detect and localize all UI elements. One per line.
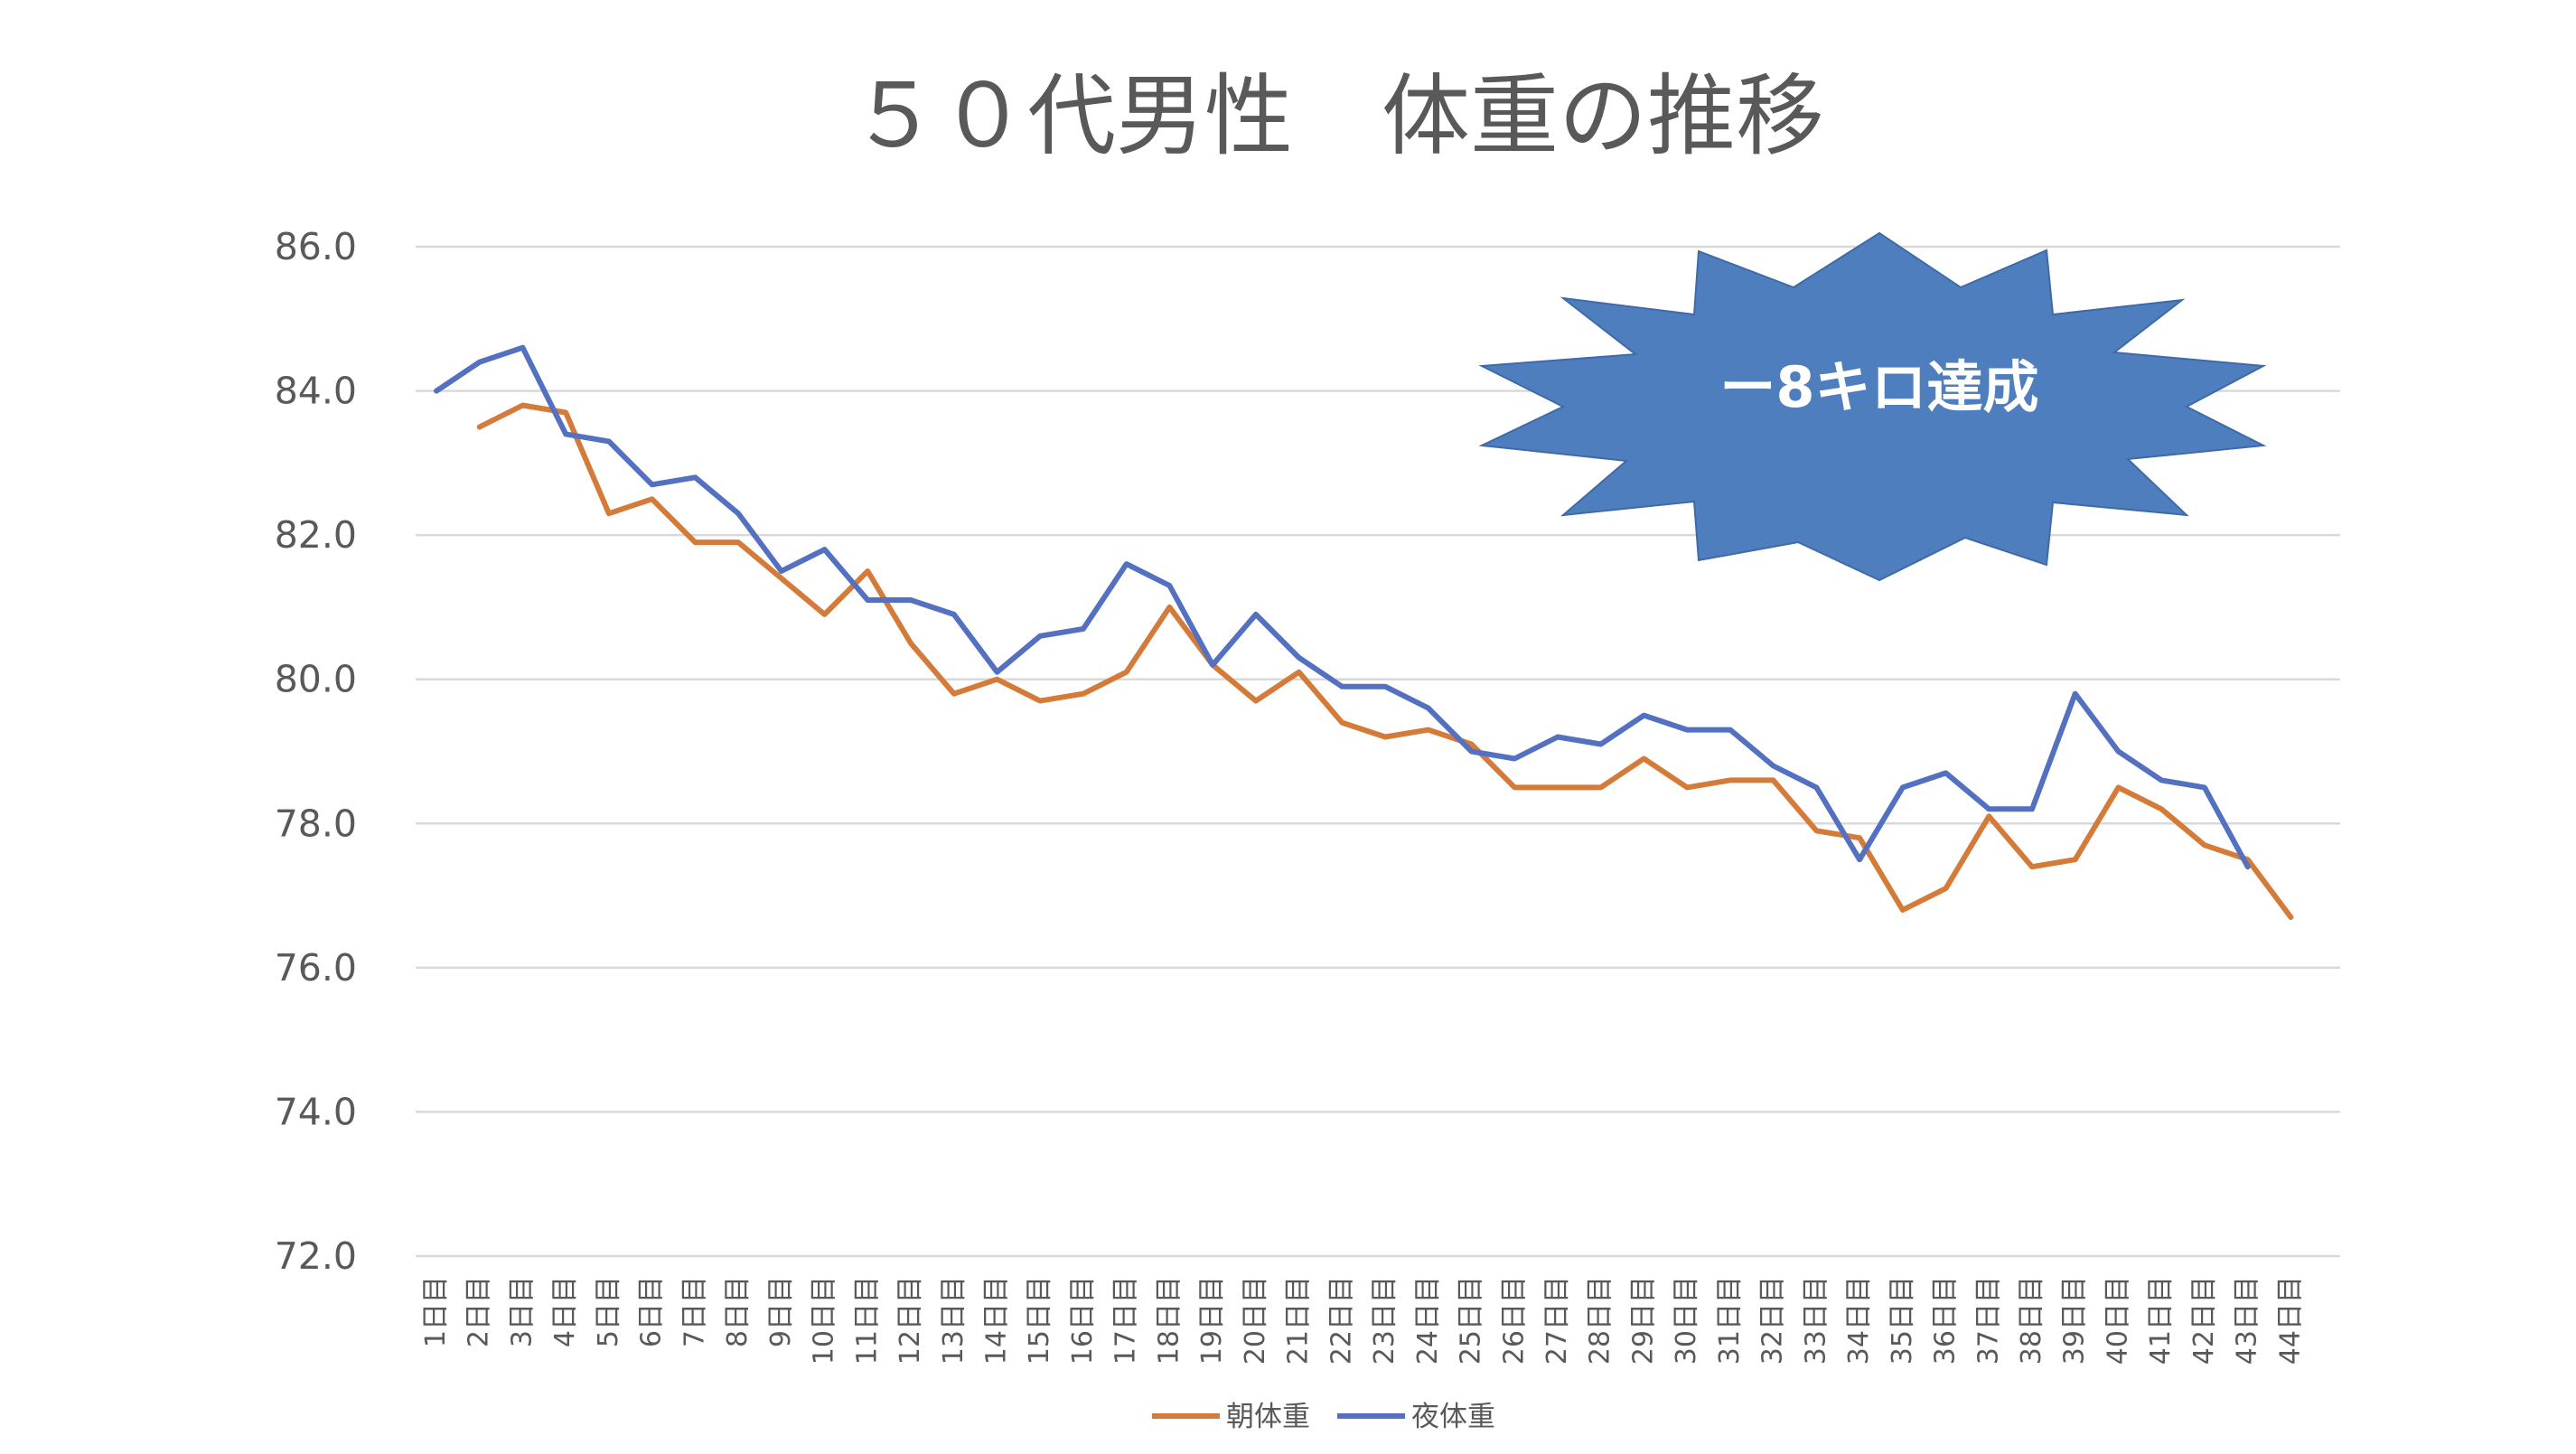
y-tick-label: 80.0 — [275, 658, 357, 701]
x-tick-label: 42日目 — [2188, 1276, 2220, 1365]
x-tick-label: 20日目 — [1240, 1276, 1271, 1365]
chart-title: ５０代男性 体重の推移 — [850, 65, 1824, 168]
x-tick-label: 10日目 — [809, 1276, 840, 1365]
y-tick-label: 72.0 — [275, 1234, 357, 1278]
x-tick-label: 40日目 — [2102, 1276, 2133, 1365]
x-tick-label: 9日目 — [765, 1276, 797, 1347]
x-tick-label: 7日目 — [679, 1276, 710, 1347]
x-tick-label: 34日目 — [1843, 1276, 1875, 1365]
x-tick-label: 27日目 — [1541, 1276, 1573, 1365]
x-tick-label: 16日目 — [1067, 1276, 1099, 1365]
y-tick-label: 78.0 — [275, 802, 357, 845]
x-axis: 1日目 2日目 3日目 4日目 5日目 6日目 7日目 8日目 9日目 10日目 11日目 12日目 1… — [420, 1276, 2306, 1365]
x-tick-label: 26日目 — [1498, 1276, 1530, 1365]
x-tick-label: 11日目 — [851, 1276, 883, 1365]
x-tick-label: 43日目 — [2232, 1276, 2263, 1365]
x-tick-label: 33日目 — [1800, 1276, 1831, 1365]
x-tick-label: 18日目 — [1153, 1276, 1185, 1365]
y-tick-label: 76.0 — [275, 946, 357, 990]
x-tick-label: 5日目 — [593, 1276, 624, 1347]
x-tick-label: 30日目 — [1671, 1276, 1702, 1365]
x-tick-label: 1日目 — [420, 1276, 452, 1347]
x-tick-label: 25日目 — [1456, 1276, 1487, 1365]
x-tick-label: 19日目 — [1196, 1276, 1228, 1365]
x-tick-label: 8日目 — [722, 1276, 754, 1347]
x-tick-label: 24日目 — [1412, 1276, 1444, 1365]
legend-label: 朝体重 — [1226, 1401, 1310, 1433]
x-tick-label: 41日目 — [2145, 1276, 2177, 1365]
x-tick-label: 36日目 — [1930, 1276, 1962, 1365]
x-tick-label: 31日目 — [1714, 1276, 1746, 1365]
x-tick-label: 13日目 — [938, 1276, 970, 1365]
x-tick-label: 28日目 — [1585, 1276, 1616, 1365]
y-tick-label: 82.0 — [275, 513, 357, 557]
x-tick-label: 2日目 — [464, 1276, 495, 1347]
x-tick-label: 39日目 — [2059, 1276, 2091, 1365]
x-tick-label: 12日目 — [895, 1276, 926, 1365]
x-tick-label: 17日目 — [1110, 1276, 1142, 1365]
x-tick-label: 38日目 — [2016, 1276, 2047, 1365]
x-tick-label: 14日目 — [980, 1276, 1012, 1365]
x-tick-label: 29日目 — [1627, 1276, 1659, 1365]
annotation-burst: ー8キロ達成 — [1482, 233, 2263, 580]
x-tick-label: 21日目 — [1283, 1276, 1315, 1365]
x-tick-label: 32日目 — [1757, 1276, 1789, 1365]
y-tick-label: 74.0 — [275, 1090, 357, 1133]
legend-label: 夜体重 — [1411, 1401, 1495, 1433]
x-tick-label: 15日目 — [1024, 1276, 1055, 1365]
annotation-label: ー8キロ達成 — [1719, 354, 2038, 420]
y-tick-label: 86.0 — [275, 225, 357, 268]
x-tick-label: 6日目 — [636, 1276, 668, 1347]
x-tick-label: 3日目 — [506, 1276, 538, 1347]
x-tick-label: 44日目 — [2274, 1276, 2306, 1365]
x-tick-label: 4日目 — [549, 1276, 581, 1347]
y-tick-label: 84.0 — [275, 370, 357, 413]
legend: 朝体重 夜体重 — [1152, 1401, 1495, 1433]
x-tick-label: 22日目 — [1325, 1276, 1357, 1365]
x-tick-label: 37日目 — [1972, 1276, 2004, 1365]
x-tick-label: 35日目 — [1887, 1276, 1918, 1365]
x-tick-label: 23日目 — [1369, 1276, 1400, 1365]
y-axis: 72.0 74.0 76.0 78.0 80.0 82.0 84.0 86.0 — [275, 225, 357, 1278]
